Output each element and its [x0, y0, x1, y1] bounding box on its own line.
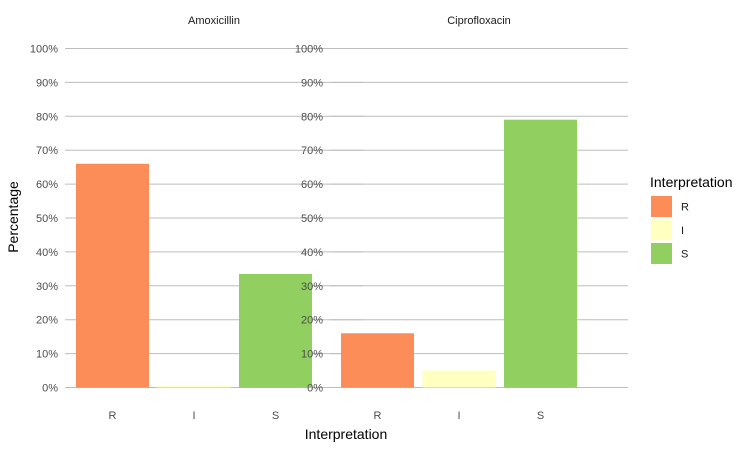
y-tick-label: 10% — [301, 349, 323, 361]
bar-ciprofloxacin-r — [341, 333, 414, 388]
x-tick-label: I — [457, 410, 460, 422]
bar-ciprofloxacin-i — [422, 370, 496, 388]
legend-items: RIS — [651, 196, 689, 264]
panel-title: Ciprofloxacin — [447, 15, 511, 27]
y-tick-label: 100% — [30, 44, 58, 56]
bar-ciprofloxacin-s — [504, 119, 577, 388]
y-tick-label: 60% — [301, 179, 323, 191]
y-axis-title: Percentage — [5, 181, 21, 253]
x-tick-label: R — [109, 410, 117, 422]
x-tick-label: S — [272, 410, 279, 422]
legend-title: Interpretation — [650, 174, 733, 190]
bar-amoxicillin-s — [239, 273, 312, 388]
legend-label-i: I — [681, 225, 684, 237]
bar-amoxicillin-r — [76, 163, 149, 388]
panel-ciprofloxacin: Ciprofloxacin 0% 10% 20% 30% 40% 50% 60% 70% 80% 9… — [295, 15, 628, 422]
y-tick-label: 70% — [301, 145, 323, 157]
y-tick-label: 20% — [36, 315, 58, 327]
y-tick-label: 30% — [36, 281, 58, 293]
y-tick-label: 50% — [36, 213, 58, 225]
y-tick-label: 50% — [301, 213, 323, 225]
x-axis-title: Interpretation — [305, 426, 388, 442]
legend-swatch-r — [651, 196, 672, 217]
y-tick-label: 90% — [301, 77, 323, 89]
panel-title: Amoxicillin — [188, 15, 240, 27]
x-tick-label: S — [537, 410, 544, 422]
y-tick-label: 0% — [42, 383, 58, 395]
x-tick-label: R — [374, 410, 382, 422]
y-tick-label: 10% — [36, 349, 58, 361]
y-tick-label: 40% — [301, 247, 323, 259]
y-tick-label: 30% — [301, 281, 323, 293]
y-tick-label: 80% — [36, 111, 58, 123]
y-tick-label: 90% — [36, 77, 58, 89]
x-tick-label: I — [192, 410, 195, 422]
legend-label-r: R — [681, 202, 689, 214]
legend-swatch-i — [651, 219, 672, 241]
y-tick-label: 40% — [36, 247, 58, 259]
bar-amoxicillin-i — [157, 385, 231, 388]
panel-amoxicillin: Amoxicillin 0% 10% 20% 30% 40% 50% 60% 70% 80% 90%… — [30, 15, 363, 422]
y-tick-label: 0% — [307, 383, 323, 395]
y-tick-label: 80% — [301, 111, 323, 123]
y-tick-label: 100% — [295, 44, 323, 56]
legend: Interpretation RIS — [650, 174, 733, 264]
legend-swatch-s — [651, 243, 672, 264]
y-tick-label: 20% — [301, 315, 323, 327]
y-tick-label: 60% — [36, 179, 58, 191]
legend-label-s: S — [681, 249, 688, 261]
chart-panels: Amoxicillin 0% 10% 20% 30% 40% 50% 60% 70% 80% 90%… — [30, 15, 628, 422]
y-tick-label: 70% — [36, 145, 58, 157]
